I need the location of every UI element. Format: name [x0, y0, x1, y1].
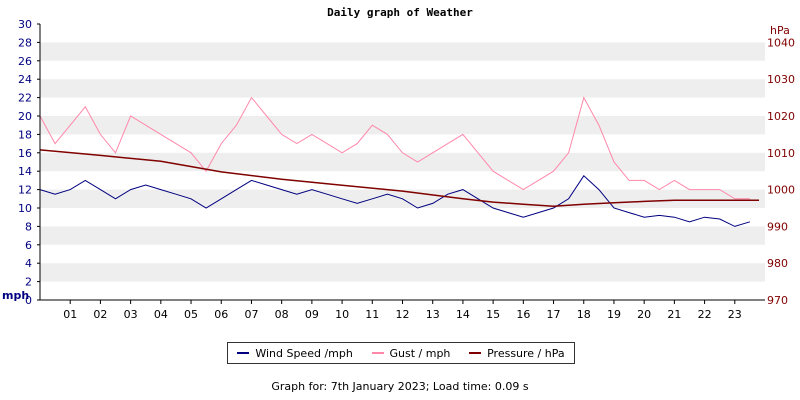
x-tick-label: 18	[577, 308, 591, 321]
grid-band	[40, 116, 765, 135]
legend-label-gust: Gust / mph	[389, 346, 451, 360]
right-tick-label: 1000	[767, 184, 795, 197]
right-tick-label: 970	[767, 294, 788, 307]
x-axis-ticks: 01 02 03 04 05 06 07 08 09 10 11 12 13 14 15 16 17 18 19 20…	[63, 300, 742, 321]
left-tick-label: 6	[25, 239, 32, 252]
left-tick-label: 28	[18, 36, 32, 49]
legend-item-pressure: Pressure / hPa	[469, 347, 565, 360]
x-tick-label: 13	[426, 308, 440, 321]
left-tick-label: 18	[18, 128, 32, 141]
x-tick-label: 11	[365, 308, 379, 321]
chart-title: Daily graph of Weather	[327, 6, 473, 19]
x-tick-label: 10	[335, 308, 349, 321]
x-tick-label: 21	[667, 308, 681, 321]
legend-item-gust: Gust / mph	[371, 346, 451, 360]
left-tick-label: 30	[18, 18, 32, 31]
x-tick-label: 23	[728, 308, 742, 321]
x-tick-label: 03	[124, 308, 138, 321]
grid-band	[40, 152, 765, 172]
right-tick-label: 980	[767, 257, 788, 270]
right-axis-unit: hPa	[770, 24, 790, 37]
x-tick-label: 02	[93, 308, 107, 321]
chart-legend: Wind Speed /mph Gust / mph Pressure / hP…	[227, 342, 575, 364]
grid-band	[40, 263, 765, 282]
series-line-gust-mph	[39, 96, 750, 200]
legend-label-wind-speed: Wind Speed /mph	[255, 346, 353, 360]
series-line-wind-speed-mph	[39, 175, 751, 227]
x-tick-label: 06	[214, 308, 228, 321]
series-line-pressure-hpa	[39, 149, 759, 207]
graph-footer: Graph for: 7th January 2023; Load time: …	[271, 380, 529, 393]
grid-band	[40, 79, 765, 98]
left-tick-label: 14	[18, 165, 32, 178]
left-tick-label: 24	[18, 73, 32, 86]
grid-band	[40, 226, 765, 245]
legend-item-wind-speed: Wind Speed /mph	[237, 347, 353, 360]
left-tick-label: 2	[25, 276, 32, 289]
x-tick-label: 14	[456, 308, 470, 321]
left-tick-label: 20	[18, 110, 32, 123]
right-tick-label: 1030	[767, 73, 795, 86]
x-tick-label: 22	[698, 308, 712, 321]
left-tick-label: 8	[25, 220, 32, 233]
left-tick-label: 0	[25, 294, 32, 307]
x-tick-label: 09	[305, 308, 319, 321]
left-tick-label: 16	[18, 147, 32, 160]
x-tick-label: 20	[637, 308, 651, 321]
left-tick-label: 4	[25, 257, 32, 270]
right-axis-ticks: 970 980 990 1000 1010 1020 1030 1040	[767, 36, 795, 307]
x-tick-label: 08	[275, 308, 289, 321]
plot-grid-bands	[40, 42, 765, 282]
x-tick-label: 07	[244, 308, 258, 321]
legend-swatch-wind-speed	[237, 352, 250, 354]
right-tick-label: 990	[767, 220, 788, 233]
right-tick-label: 1020	[767, 110, 795, 123]
left-tick-label: 12	[18, 184, 32, 197]
left-tick-label: 26	[18, 55, 32, 68]
legend-swatch-pressure	[469, 352, 482, 354]
legend-swatch-gust	[371, 352, 384, 354]
x-tick-label: 05	[184, 308, 198, 321]
left-axis-unit: mph	[2, 289, 29, 302]
x-tick-label: 19	[607, 308, 621, 321]
left-tick-label: 10	[18, 202, 32, 215]
legend-label-pressure: Pressure / hPa	[487, 346, 565, 360]
series-layer	[39, 96, 759, 227]
right-tick-label: 1040	[767, 36, 795, 49]
x-tick-label: 04	[154, 308, 168, 321]
grid-band	[40, 42, 765, 61]
left-tick-label: 22	[18, 92, 32, 105]
x-tick-label: 17	[547, 308, 561, 321]
x-tick-label: 12	[396, 308, 410, 321]
right-tick-label: 1010	[767, 147, 795, 160]
x-tick-label: 16	[516, 308, 530, 321]
x-tick-label: 01	[63, 308, 77, 321]
x-tick-label: 15	[486, 308, 500, 321]
